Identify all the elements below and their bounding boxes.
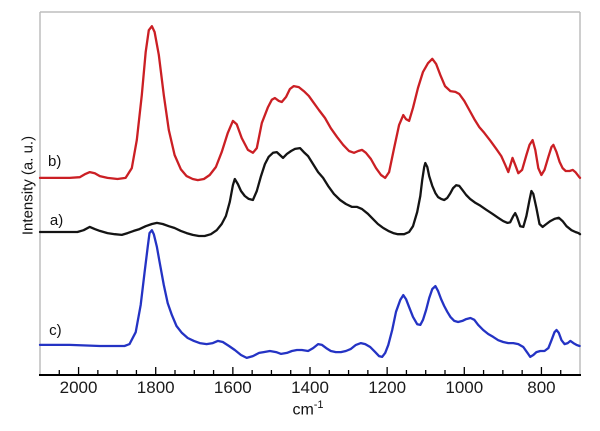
- x-axis-title: cm-1: [258, 399, 358, 419]
- spectrum-curve-c: [38, 229, 581, 360]
- x-tick-label-800: 800: [527, 378, 556, 397]
- x-tick-label-1000: 1000: [445, 378, 484, 397]
- spectrum-curve-b: [38, 25, 582, 182]
- x-axis-title-base: cm: [292, 401, 314, 419]
- x-tick-label-1200: 1200: [368, 378, 407, 397]
- x-tick-label-2000: 2000: [59, 378, 98, 397]
- x-axis-title-exponent: -1: [313, 399, 324, 411]
- curve-label-c: c): [49, 322, 62, 340]
- x-tick-label-1600: 1600: [213, 378, 252, 397]
- spectrum-curve-a: [38, 146, 582, 238]
- y-axis-title: Intensity (a. u.): [19, 135, 37, 236]
- curve-label-b: b): [47, 153, 62, 170]
- x-tick-label-1400: 1400: [291, 378, 329, 397]
- curve-label-a: a): [49, 212, 64, 230]
- x-tick-label-1800: 1800: [136, 378, 175, 397]
